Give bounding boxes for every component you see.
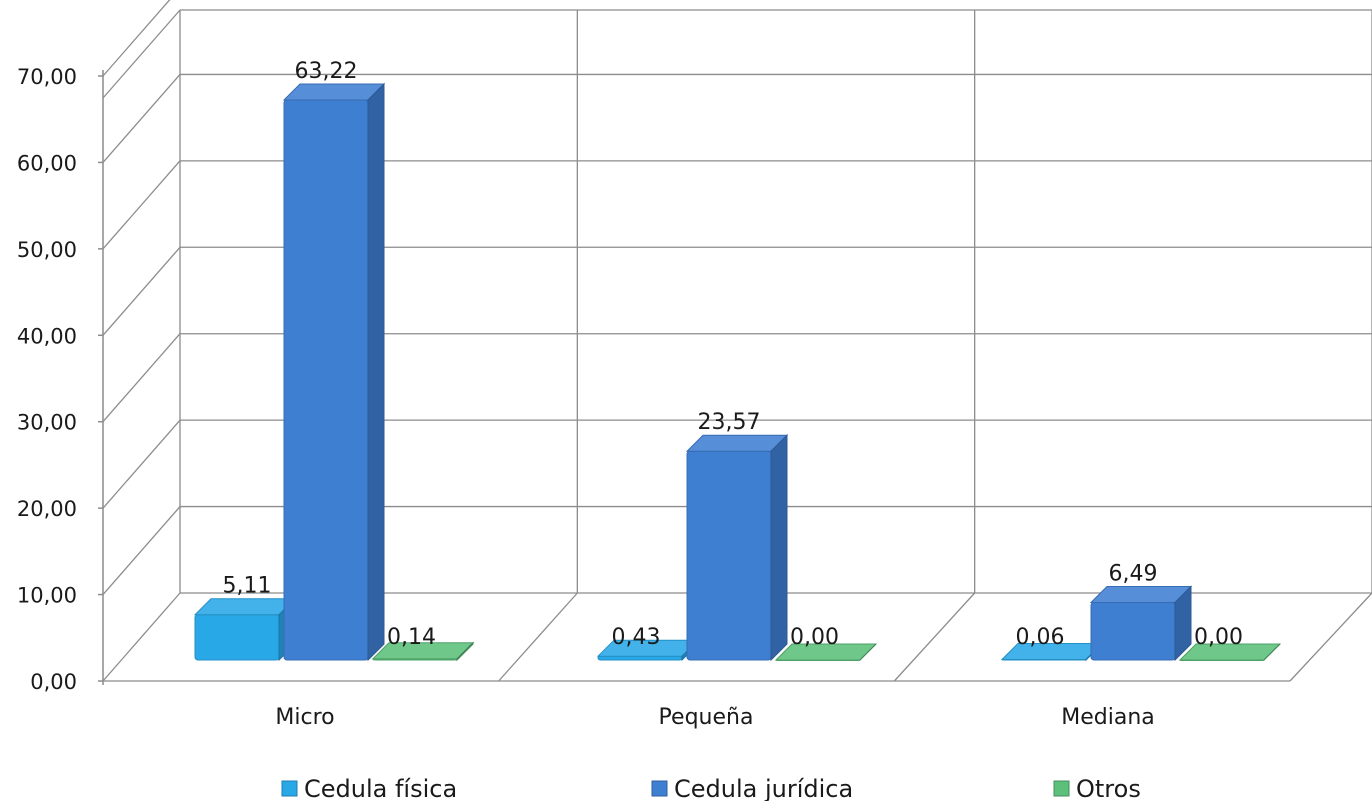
legend-item: Otros xyxy=(1053,775,1141,803)
side-gridline xyxy=(102,246,181,336)
bar-cedula-jurídica-mediana xyxy=(1089,585,1193,662)
bar-top-face xyxy=(1089,586,1193,604)
bar-cedula-jurídica-micro xyxy=(282,82,386,662)
y-tick-label: 60,00 xyxy=(17,151,77,175)
side-gridline xyxy=(102,0,171,77)
legend-label: Otros xyxy=(1076,775,1141,801)
data-label: 5,11 xyxy=(223,574,272,599)
bar-top-face xyxy=(282,83,386,101)
side-gridline xyxy=(102,160,181,250)
bar-front-face xyxy=(1090,602,1176,661)
bar-side-face xyxy=(770,434,788,662)
y-tick-label: 70,00 xyxy=(17,65,77,89)
side-gridline xyxy=(102,333,181,423)
y-tick-label: 0,00 xyxy=(30,670,77,694)
legend-swatch xyxy=(651,780,668,797)
side-gridline xyxy=(102,506,181,595)
bar-front-face xyxy=(194,614,280,661)
category-label: Micro xyxy=(275,705,334,730)
category-label: Mediana xyxy=(1061,705,1155,730)
y-tick-label: 10,00 xyxy=(17,584,77,608)
bar-top-face xyxy=(685,434,789,452)
bar-otros-pequeña xyxy=(774,643,878,661)
bar-side-face xyxy=(456,641,474,662)
data-label: 6,49 xyxy=(1109,562,1158,587)
bar-top-face xyxy=(193,598,297,616)
legend: Cedula física Cedula jurídica Otros xyxy=(281,775,1141,803)
x-axis: Micro Pequeña Mediana xyxy=(275,705,1154,730)
side-gridline xyxy=(102,419,181,509)
bar-side-face xyxy=(1174,585,1192,662)
bar-side-face xyxy=(859,643,877,661)
y-tick-label: 50,00 xyxy=(17,238,77,262)
y-axis: 0,00 10,00 20,00 30,00 40,00 50,00 60,00 70,00 xyxy=(17,65,104,694)
legend-item: Cedula física xyxy=(281,775,457,803)
bar-front-face xyxy=(283,99,369,661)
data-label: 63,22 xyxy=(295,59,358,84)
bar-side-face xyxy=(1263,643,1281,661)
data-label: 0,14 xyxy=(387,625,436,650)
floor-divider xyxy=(498,592,578,682)
data-label: 23,57 xyxy=(698,410,761,435)
side-gridline xyxy=(102,74,181,163)
data-labels: 5,11 0,43 0,06 63,22 23,57 6,49 0,14 0,00 0,00 xyxy=(223,59,1243,650)
side-wall-top-edge xyxy=(102,9,181,99)
y-tick-label: 20,00 xyxy=(17,497,77,521)
category-label: Pequeña xyxy=(659,705,754,730)
bar-front-face xyxy=(597,655,683,661)
side-gridline xyxy=(102,592,181,682)
legend-label: Cedula física xyxy=(304,775,457,801)
bar-otros-micro xyxy=(371,641,475,662)
bars xyxy=(193,82,1282,662)
legend-swatch xyxy=(1053,780,1070,797)
legend-item: Cedula jurídica xyxy=(651,775,853,803)
y-tick-label: 30,00 xyxy=(17,411,77,435)
data-label: 0,06 xyxy=(1016,625,1065,650)
data-label: 0,43 xyxy=(612,625,661,650)
floor-divider xyxy=(893,592,976,682)
y-tick-label: 40,00 xyxy=(17,324,77,348)
floor-right-edge xyxy=(1289,592,1372,682)
bar-front-face xyxy=(686,450,772,661)
bar-side-face xyxy=(367,82,385,662)
bar-cedula-física-micro xyxy=(193,597,297,662)
bar-otros-mediana xyxy=(1178,643,1282,661)
bar-cedula-jurídica-pequeña xyxy=(685,434,789,662)
data-label: 0,00 xyxy=(790,625,839,650)
data-label: 0,00 xyxy=(1194,625,1243,650)
legend-swatch xyxy=(281,780,298,797)
legend-label: Cedula jurídica xyxy=(674,775,853,801)
